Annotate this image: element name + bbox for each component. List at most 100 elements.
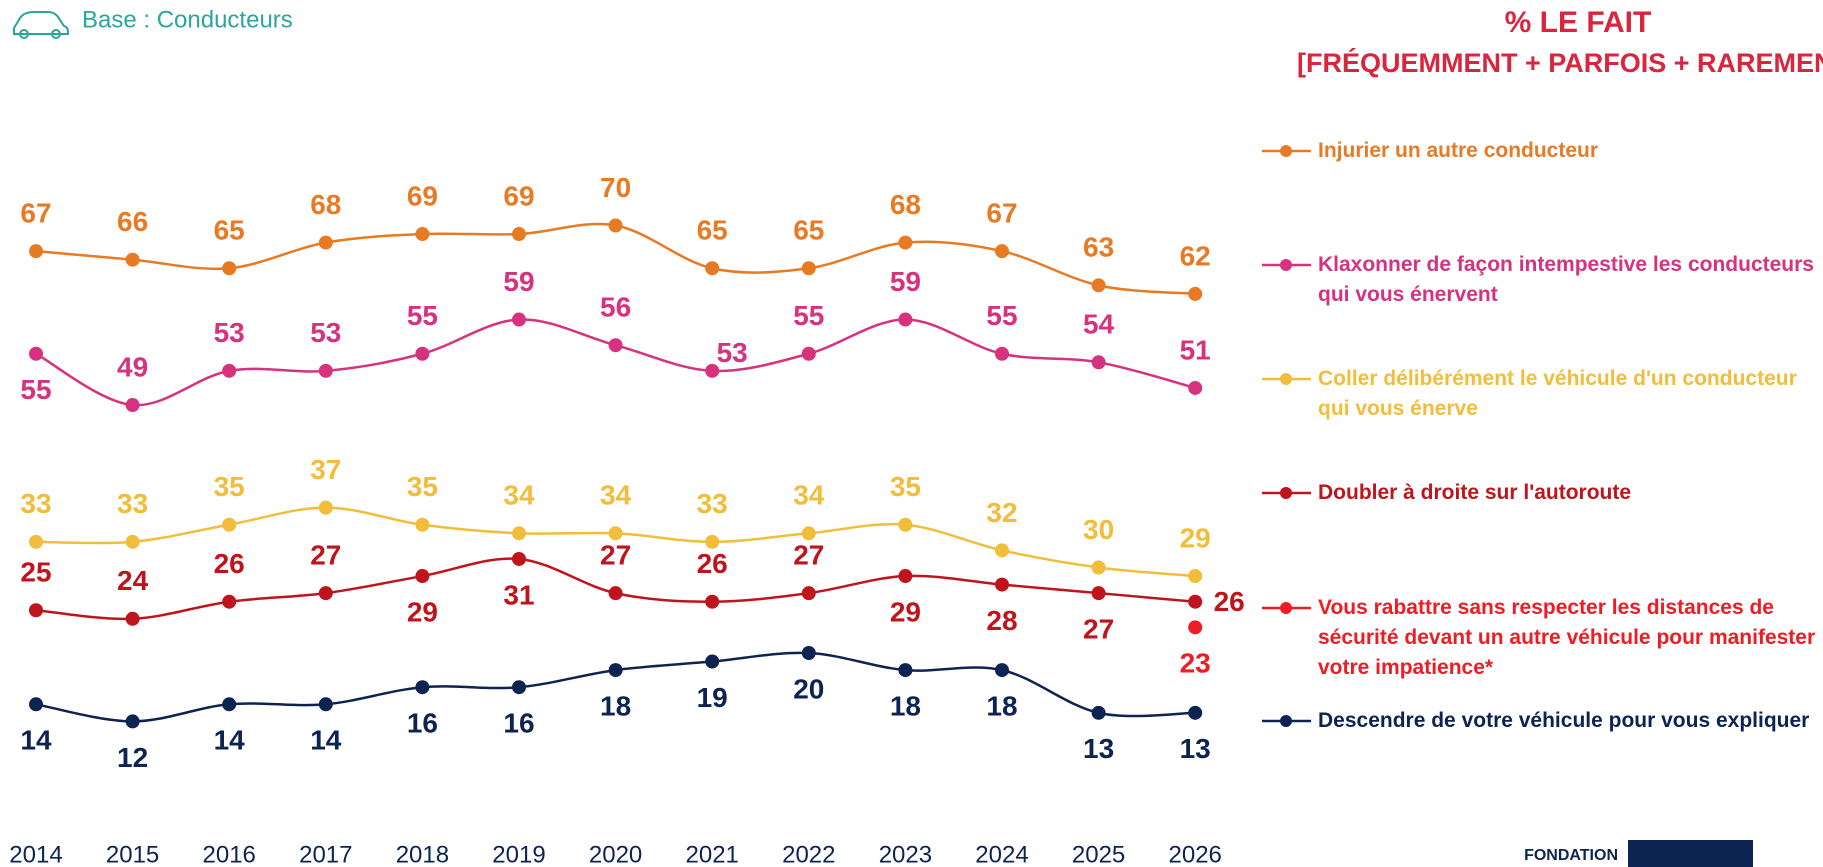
point (415, 227, 430, 242)
legend-marker (1280, 259, 1292, 271)
point (705, 261, 720, 276)
point (801, 586, 816, 601)
point (1188, 705, 1203, 720)
data-label: 35 (890, 471, 921, 502)
data-label: 59 (890, 266, 921, 297)
data-label: 14 (20, 725, 52, 756)
data-label: 33 (117, 488, 148, 519)
x-tick-label: 2025 (1072, 841, 1125, 867)
data-label: 25 (20, 557, 51, 588)
point (318, 500, 333, 515)
data-label: 66 (117, 206, 148, 237)
car-icon (13, 11, 69, 39)
point (29, 697, 43, 712)
point (29, 244, 43, 259)
x-tick-label: 2023 (879, 841, 932, 867)
point (995, 543, 1009, 558)
point (608, 526, 623, 541)
point (125, 398, 140, 413)
data-label: 16 (407, 708, 438, 739)
point (29, 603, 43, 618)
data-label: 27 (600, 540, 631, 571)
x-tick-label: 2021 (686, 841, 739, 867)
data-label: 19 (697, 682, 728, 713)
point (608, 338, 623, 353)
data-label: 24 (117, 565, 149, 596)
point (705, 594, 720, 609)
x-tick-label: 2018 (396, 841, 449, 867)
point (995, 244, 1009, 259)
point (898, 235, 913, 250)
x-tick-label: 2019 (492, 841, 545, 867)
data-label: 29 (890, 596, 921, 627)
header: % LE FAIT (1505, 6, 1652, 39)
data-label: 35 (214, 471, 245, 502)
point (995, 346, 1009, 361)
point (705, 363, 720, 378)
x-tick-label: 2014 (9, 841, 62, 867)
point (995, 663, 1009, 678)
legend-marker (1280, 602, 1292, 614)
point (512, 551, 526, 566)
legend-marker (1280, 373, 1292, 385)
point (222, 261, 237, 276)
data-label: 29 (1180, 522, 1211, 553)
data-label: 26 (214, 548, 245, 579)
point (512, 680, 526, 695)
point (801, 646, 816, 660)
data-label: 37 (310, 454, 341, 485)
data-label: 68 (890, 189, 921, 220)
data-label: 68 (310, 189, 341, 220)
data-label: 70 (600, 172, 631, 203)
data-label: 31 (503, 579, 534, 610)
point (995, 577, 1009, 592)
point (1091, 278, 1106, 293)
data-label: 53 (214, 317, 245, 348)
point (415, 569, 430, 584)
logo-box (1628, 840, 1753, 867)
data-label: 14 (214, 725, 246, 756)
logo-text: FONDATION (1524, 847, 1618, 864)
data-label: 35 (407, 471, 438, 502)
data-label: 56 (600, 292, 631, 323)
data-label: 67 (986, 198, 1017, 229)
data-label: 51 (1180, 334, 1211, 365)
data-label: 33 (697, 488, 728, 519)
data-label: 27 (310, 540, 341, 571)
point (125, 252, 140, 267)
point (608, 663, 623, 678)
data-label: 26 (1214, 586, 1245, 617)
header-sub: [FRÉQUEMMENT + PARFOIS + RAREMENT] (1297, 47, 1823, 78)
data-label: 26 (697, 548, 728, 579)
point (125, 714, 140, 729)
data-label: 55 (986, 300, 1017, 331)
data-label: 27 (1083, 614, 1114, 645)
data-label: 33 (20, 488, 51, 519)
point (801, 346, 816, 361)
data-label: 55 (407, 300, 438, 331)
data-label: 34 (793, 480, 825, 511)
data-label: 62 (1180, 240, 1211, 271)
point (222, 594, 237, 609)
x-tick-label: 2015 (106, 841, 159, 867)
point (512, 526, 526, 541)
legend-label: Klaxonner de façon intempestive les cond… (1318, 253, 1814, 306)
point (898, 517, 913, 532)
legend-marker (1280, 715, 1292, 727)
data-label: 28 (986, 605, 1017, 636)
legend-label: Doubler à droite sur l'autoroute (1318, 481, 1632, 504)
legend-label: Descendre de votre véhicule pour vous ex… (1318, 709, 1810, 732)
x-tick-label: 2026 (1169, 841, 1222, 867)
data-label: 27 (793, 540, 824, 571)
x-tick-label: 2020 (589, 841, 642, 867)
point (898, 569, 913, 584)
point (1188, 620, 1203, 635)
point (29, 346, 43, 361)
x-tick-label: 2022 (782, 841, 835, 867)
x-tick-label: 2024 (975, 841, 1028, 867)
point (1091, 586, 1106, 601)
point (608, 586, 623, 601)
point (608, 218, 623, 233)
data-label: 16 (503, 708, 534, 739)
